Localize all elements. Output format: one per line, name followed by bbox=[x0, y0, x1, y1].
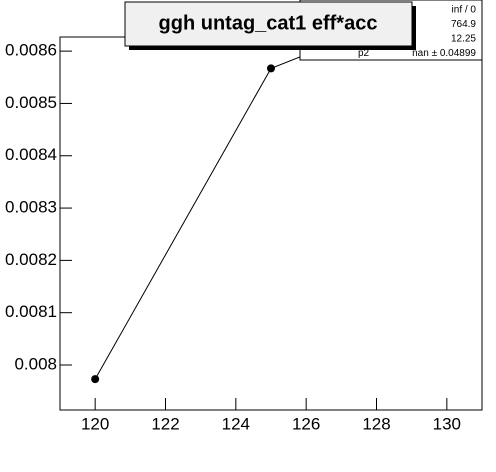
stat-name: p2 bbox=[358, 48, 370, 59]
x-tick-label: 128 bbox=[362, 414, 390, 433]
y-tick-label: 0.0085 bbox=[5, 93, 57, 112]
chart-title: ggh untag_cat1 eff*acc bbox=[159, 12, 378, 34]
y-tick-label: 0.0083 bbox=[5, 198, 57, 217]
stat-value: inf / 0 bbox=[452, 5, 477, 16]
y-tick-label: 0.0081 bbox=[5, 302, 57, 321]
y-tick-label: 0.0084 bbox=[5, 145, 57, 164]
x-tick-label: 130 bbox=[433, 414, 461, 433]
x-tick-label: 120 bbox=[81, 414, 109, 433]
data-point bbox=[267, 64, 275, 73]
y-tick-label: 0.0082 bbox=[5, 250, 57, 269]
y-tick-label: 0.008 bbox=[14, 354, 57, 373]
stat-value: 12.25 bbox=[451, 34, 476, 45]
x-tick-label: 122 bbox=[151, 414, 179, 433]
stat-value: 764.9 bbox=[451, 19, 476, 30]
y-tick-label: 0.0086 bbox=[5, 41, 57, 60]
stat-value: nan ± 0.04899 bbox=[412, 48, 476, 59]
title-box bbox=[124, 1, 413, 47]
x-tick-label: 126 bbox=[292, 414, 320, 433]
data-point bbox=[91, 375, 100, 384]
x-tick-label: 124 bbox=[222, 414, 250, 433]
